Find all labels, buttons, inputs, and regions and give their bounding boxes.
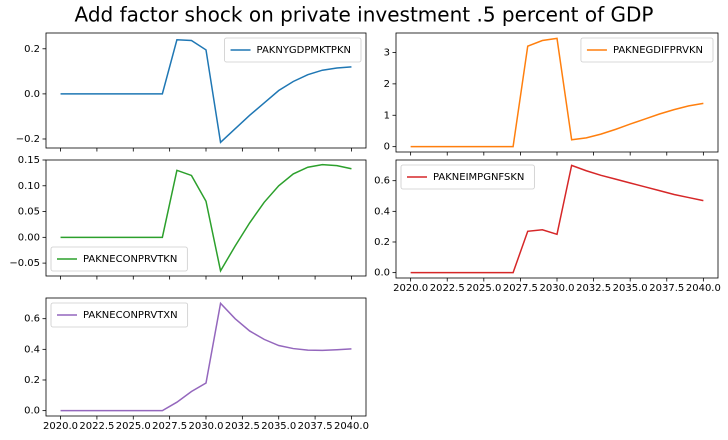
legend: PAKNEIMPGNFSKN — [400, 164, 535, 190]
y-tick-label: 0.4 — [374, 206, 390, 217]
legend: PAKNECONPRVTXN — [50, 302, 189, 328]
x-tick-label: 2032.5 — [576, 283, 611, 294]
x-tick-label: 2030.0 — [540, 283, 575, 294]
x-tick-label: 2035.0 — [261, 421, 296, 432]
y-tick-label: 0.6 — [374, 176, 390, 187]
y-tick-label: −0.2 — [16, 134, 40, 145]
y-tick-label: 0.2 — [24, 44, 40, 55]
x-tick-label: 2022.5 — [430, 283, 465, 294]
legend-frame — [50, 246, 188, 272]
y-tick-label: 0.6 — [24, 314, 40, 325]
x-tick-label: 2022.5 — [79, 421, 114, 432]
y-tick-label: 0.4 — [24, 344, 40, 355]
legend-label: PAKNEGDIFPRVKN — [613, 45, 703, 56]
series-line — [410, 37, 704, 148]
legend-frame — [400, 164, 535, 190]
y-tick-label: 0.10 — [18, 181, 40, 192]
series-line — [60, 38, 352, 144]
legend: PAKNEGDIFPRVKN — [580, 37, 714, 63]
x-tick-label: 2025.0 — [466, 283, 501, 294]
legend-label: PAKNECONPRVTXN — [83, 310, 178, 321]
y-tick-label: 0.2 — [374, 237, 390, 248]
axes-frame — [45, 297, 367, 417]
x-tick-label: 2027.5 — [152, 421, 187, 432]
axes-frame — [395, 32, 719, 153]
y-tick-label: −0.05 — [9, 258, 40, 269]
x-tick-label: 2030.0 — [189, 421, 224, 432]
series-line — [60, 163, 352, 273]
series-line — [410, 164, 704, 274]
x-tick-label: 2032.5 — [225, 421, 260, 432]
figure-title: Add factor shock on private investment .… — [75, 3, 654, 27]
axes: 0.0 0.2 0.4 0.6 2020.0 2022.5 2025.0 2027.5 2030… — [24, 297, 369, 432]
y-tick-label: 0.00 — [18, 232, 40, 243]
y-tick-label: 0.05 — [18, 207, 40, 218]
y-tick-label: 1 — [384, 110, 390, 121]
axes-frame — [395, 159, 719, 279]
y-tick-label: 0.15 — [18, 155, 40, 166]
legend-frame — [224, 37, 362, 63]
y-tick-label: 0 — [384, 142, 390, 153]
x-tick-label: 2020.0 — [393, 283, 428, 294]
axes: −0.05 0.00 0.05 0.10 0.15 PAKNECONPRVTKN — [9, 155, 367, 280]
x-tick-label: 2037.5 — [298, 421, 333, 432]
x-tick-label: 2040.0 — [334, 421, 369, 432]
x-tick-label: 2027.5 — [503, 283, 538, 294]
series-line — [60, 301, 352, 412]
legend: PAKNYGDPMKTPKN — [224, 37, 362, 63]
legend-frame — [580, 37, 714, 63]
axes: 0.0 0.2 0.4 0.6 2020.0 2022.5 2025.0 2027.5 2030… — [374, 159, 721, 294]
y-tick-label: 0.2 — [24, 375, 40, 386]
x-tick-label: 2020.0 — [43, 421, 78, 432]
legend-frame — [50, 302, 189, 328]
axes-frame — [45, 159, 367, 277]
y-tick-label: 0.0 — [24, 89, 40, 100]
x-tick-label: 2035.0 — [613, 283, 648, 294]
y-tick-label: 0.0 — [374, 268, 390, 279]
x-tick-label: 2040.0 — [686, 283, 721, 294]
y-tick-label: 3 — [384, 47, 390, 58]
legend: PAKNECONPRVTKN — [50, 246, 188, 272]
y-tick-label: 0.0 — [24, 406, 40, 417]
legend-label: PAKNYGDPMKTPKN — [257, 45, 351, 56]
axes-frame — [45, 32, 367, 149]
legend-label: PAKNEIMPGNFSKN — [433, 172, 524, 183]
axes: −0.2 0.0 0.2 PAKNYGDPMKTPKN — [16, 32, 367, 152]
x-tick-label: 2037.5 — [649, 283, 684, 294]
legend-label: PAKNECONPRVTKN — [83, 254, 177, 265]
y-tick-label: 2 — [384, 79, 390, 90]
x-tick-label: 2025.0 — [116, 421, 151, 432]
axes: 0 1 2 3 PAKNEGDIFPRVKN — [384, 32, 719, 156]
